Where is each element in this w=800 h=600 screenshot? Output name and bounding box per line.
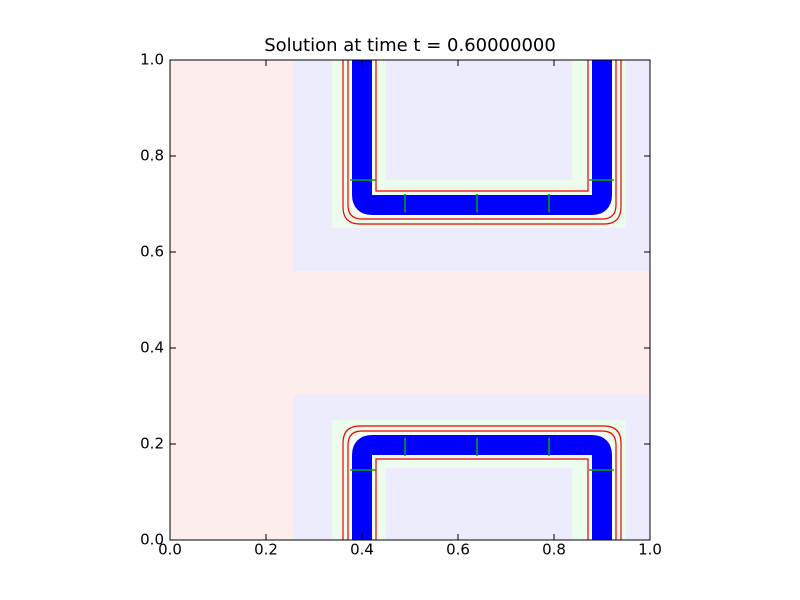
x-tick-label: 0.8 bbox=[542, 541, 566, 559]
chart-title: Solution at time t = 0.60000000 bbox=[264, 35, 556, 56]
x-tick-label: 0.6 bbox=[446, 541, 470, 559]
x-tick-label: 0.0 bbox=[158, 541, 182, 559]
y-tick-label: 0.6 bbox=[140, 243, 164, 261]
field bbox=[170, 60, 650, 540]
y-tick-label: 1.0 bbox=[140, 51, 164, 69]
x-tick-label: 0.2 bbox=[254, 541, 278, 559]
x-tick-label: 1.0 bbox=[638, 541, 662, 559]
axes-frame bbox=[169, 59, 651, 541]
y-tick-label: 0.2 bbox=[140, 435, 164, 453]
y-tick-label: 0.8 bbox=[140, 147, 164, 165]
x-tick-label: 0.4 bbox=[350, 541, 374, 559]
y-tick-label: 0.0 bbox=[140, 531, 164, 549]
y-tick-label: 0.4 bbox=[140, 339, 164, 357]
